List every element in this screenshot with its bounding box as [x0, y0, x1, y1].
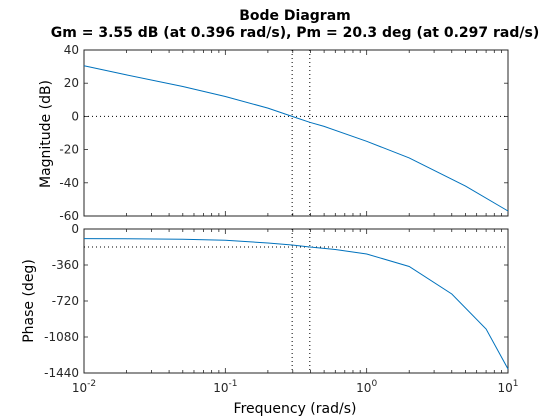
- magnitude-curve: [83, 65, 509, 212]
- magnitude-axes-box: [83, 49, 509, 217]
- phase-y-tick-label: -1080: [44, 330, 79, 344]
- magnitude-panel: 40 20 0 -20 -40 -60: [59, 43, 509, 223]
- x-tick-label: 101: [497, 379, 518, 395]
- phase-axes-box: [83, 228, 509, 374]
- phase-panel: 0 -360 -720 -1080 -1440: [44, 222, 509, 380]
- x-axis-tick-labels: 10-2 10-1 100 101: [72, 379, 519, 395]
- chart-subtitle: Gm = 3.55 dB (at 0.396 rad/s), Pm = 20.3…: [51, 25, 539, 41]
- x-tick-label: 10-1: [213, 379, 237, 395]
- phase-y-tick-label: 0: [71, 222, 79, 236]
- magnitude-y-tick-label: -40: [59, 176, 79, 190]
- x-tick-label: 10-2: [72, 379, 96, 395]
- phase-curve: [83, 238, 509, 370]
- x-tick-label: 100: [356, 379, 377, 395]
- chart-title: Bode Diagram: [239, 8, 351, 24]
- magnitude-y-tick-label: 40: [64, 43, 79, 57]
- phase-y-tick-label: -1440: [44, 366, 79, 380]
- magnitude-y-tick-label: 0: [71, 109, 79, 123]
- x-axis-label: Frequency (rad/s): [234, 401, 357, 417]
- magnitude-y-tick-label: 20: [64, 76, 79, 90]
- phase-axis-label: Phase (deg): [21, 259, 37, 343]
- magnitude-y-tick-label: -60: [59, 209, 79, 223]
- magnitude-y-tick-label: -20: [59, 143, 79, 157]
- magnitude-axis-label: Magnitude (dB): [38, 80, 54, 188]
- phase-y-tick-label: -720: [52, 294, 79, 308]
- phase-y-tick-label: -360: [52, 258, 79, 272]
